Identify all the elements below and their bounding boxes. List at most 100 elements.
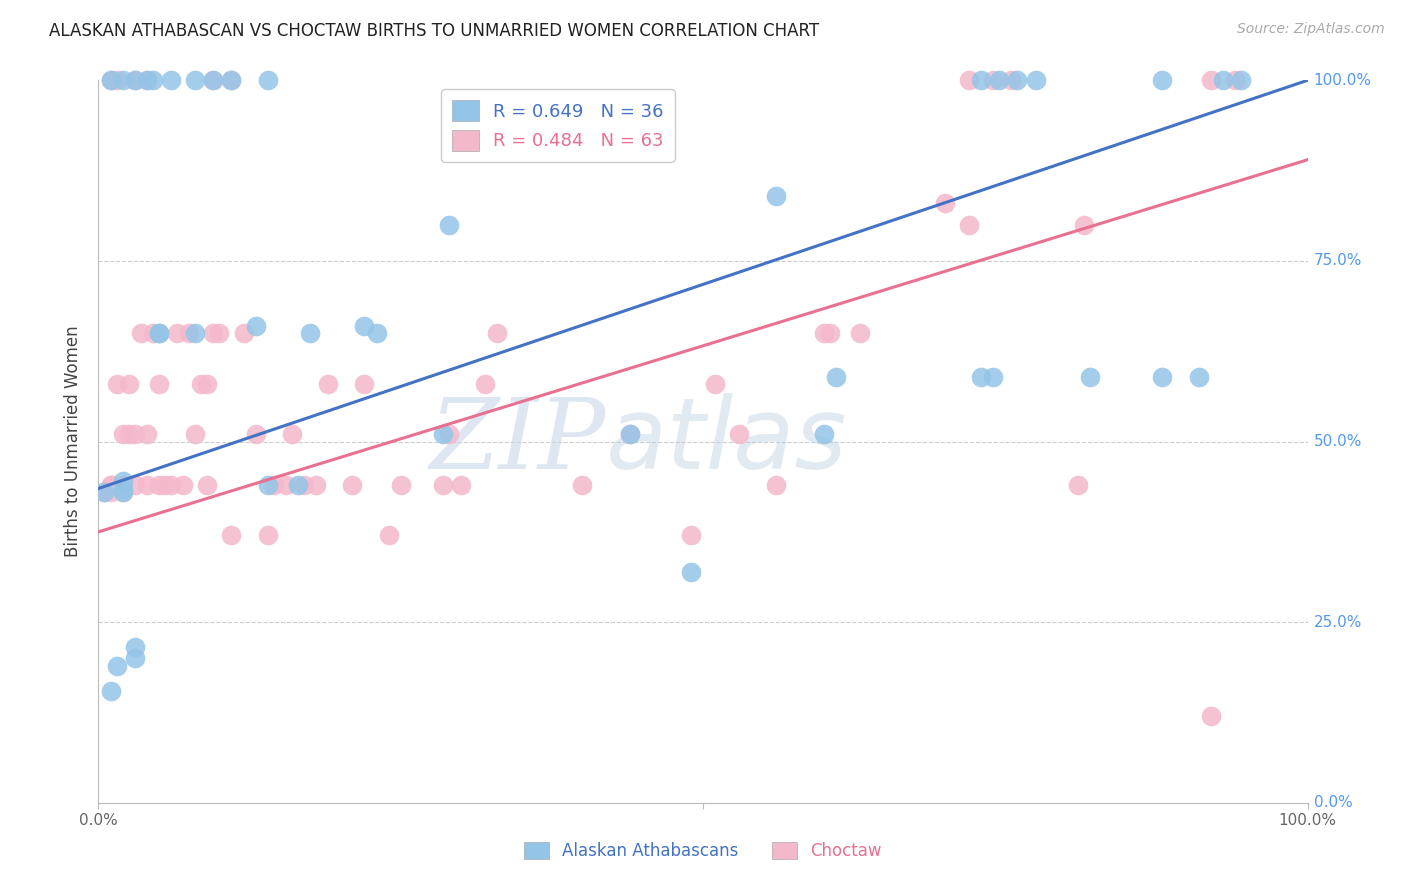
Point [135,427,157,442]
Point [1223,73,1246,87]
Point [366,326,388,340]
Point [135,478,157,492]
Point [148,326,170,340]
Point [111,478,134,492]
Point [118,376,141,391]
Point [287,478,309,492]
Point [765,189,787,203]
Point [111,73,134,87]
Point [172,478,194,492]
Point [232,326,254,340]
Point [135,73,157,87]
Point [981,73,1004,87]
Point [195,376,218,391]
Point [299,326,322,340]
Point [111,485,134,500]
Point [166,326,188,340]
Point [728,427,751,442]
Point [105,73,128,87]
Point [813,326,835,340]
Text: 100.0%: 100.0% [1313,73,1372,87]
Point [342,478,364,492]
Point [256,528,278,542]
Point [148,478,170,492]
Point [432,478,454,492]
Text: atlas: atlas [606,393,848,490]
Point [100,73,122,87]
Point [111,485,134,500]
Point [221,73,243,87]
Point [111,475,134,489]
Point [202,73,225,87]
Point [437,218,460,232]
Point [1024,73,1046,87]
Point [316,376,339,391]
Point [221,528,243,542]
Point [934,196,956,211]
Point [100,478,122,492]
Point [105,376,128,391]
Point [437,427,460,442]
Text: Source: ZipAtlas.com: Source: ZipAtlas.com [1237,22,1385,37]
Point [571,478,593,492]
Point [1000,73,1022,87]
Point [256,73,278,87]
Point [245,318,267,333]
Point [353,318,375,333]
Point [281,427,304,442]
Point [100,485,122,500]
Point [486,326,509,340]
Point [179,326,201,340]
Point [124,73,146,87]
Point [184,73,207,87]
Point [970,73,993,87]
Point [195,478,218,492]
Point [813,427,835,442]
Point [93,485,115,500]
Point [274,478,297,492]
Point [100,683,122,698]
Point [679,565,702,579]
Point [100,73,122,87]
Point [221,73,243,87]
Point [377,528,399,542]
Point [124,651,146,665]
Point [124,73,146,87]
Point [450,478,472,492]
Point [305,478,328,492]
Point [957,73,980,87]
Point [118,427,141,442]
Point [1188,369,1211,384]
Point [679,528,702,542]
Point [957,218,980,232]
Point [129,326,152,340]
Point [153,478,176,492]
Point [208,326,231,340]
Point [1230,73,1253,87]
Point [981,369,1004,384]
Point [202,326,225,340]
Y-axis label: Births to Unmarried Women: Births to Unmarried Women [63,326,82,558]
Text: 50.0%: 50.0% [1313,434,1362,449]
Point [111,482,134,496]
Point [1199,709,1222,723]
Point [93,485,115,500]
Point [1007,73,1029,87]
Point [1078,369,1101,384]
Text: 25.0%: 25.0% [1313,615,1362,630]
Point [818,326,841,340]
Point [202,73,225,87]
Legend: Alaskan Athabascans, Choctaw: Alaskan Athabascans, Choctaw [517,835,889,867]
Point [160,478,183,492]
Point [970,369,993,384]
Text: 0.0%: 0.0% [1313,796,1353,810]
Point [1152,73,1174,87]
Point [849,326,872,340]
Point [704,376,727,391]
Point [263,478,285,492]
Point [142,326,165,340]
Point [184,326,207,340]
Point [124,427,146,442]
Point [1152,369,1174,384]
Point [124,478,146,492]
